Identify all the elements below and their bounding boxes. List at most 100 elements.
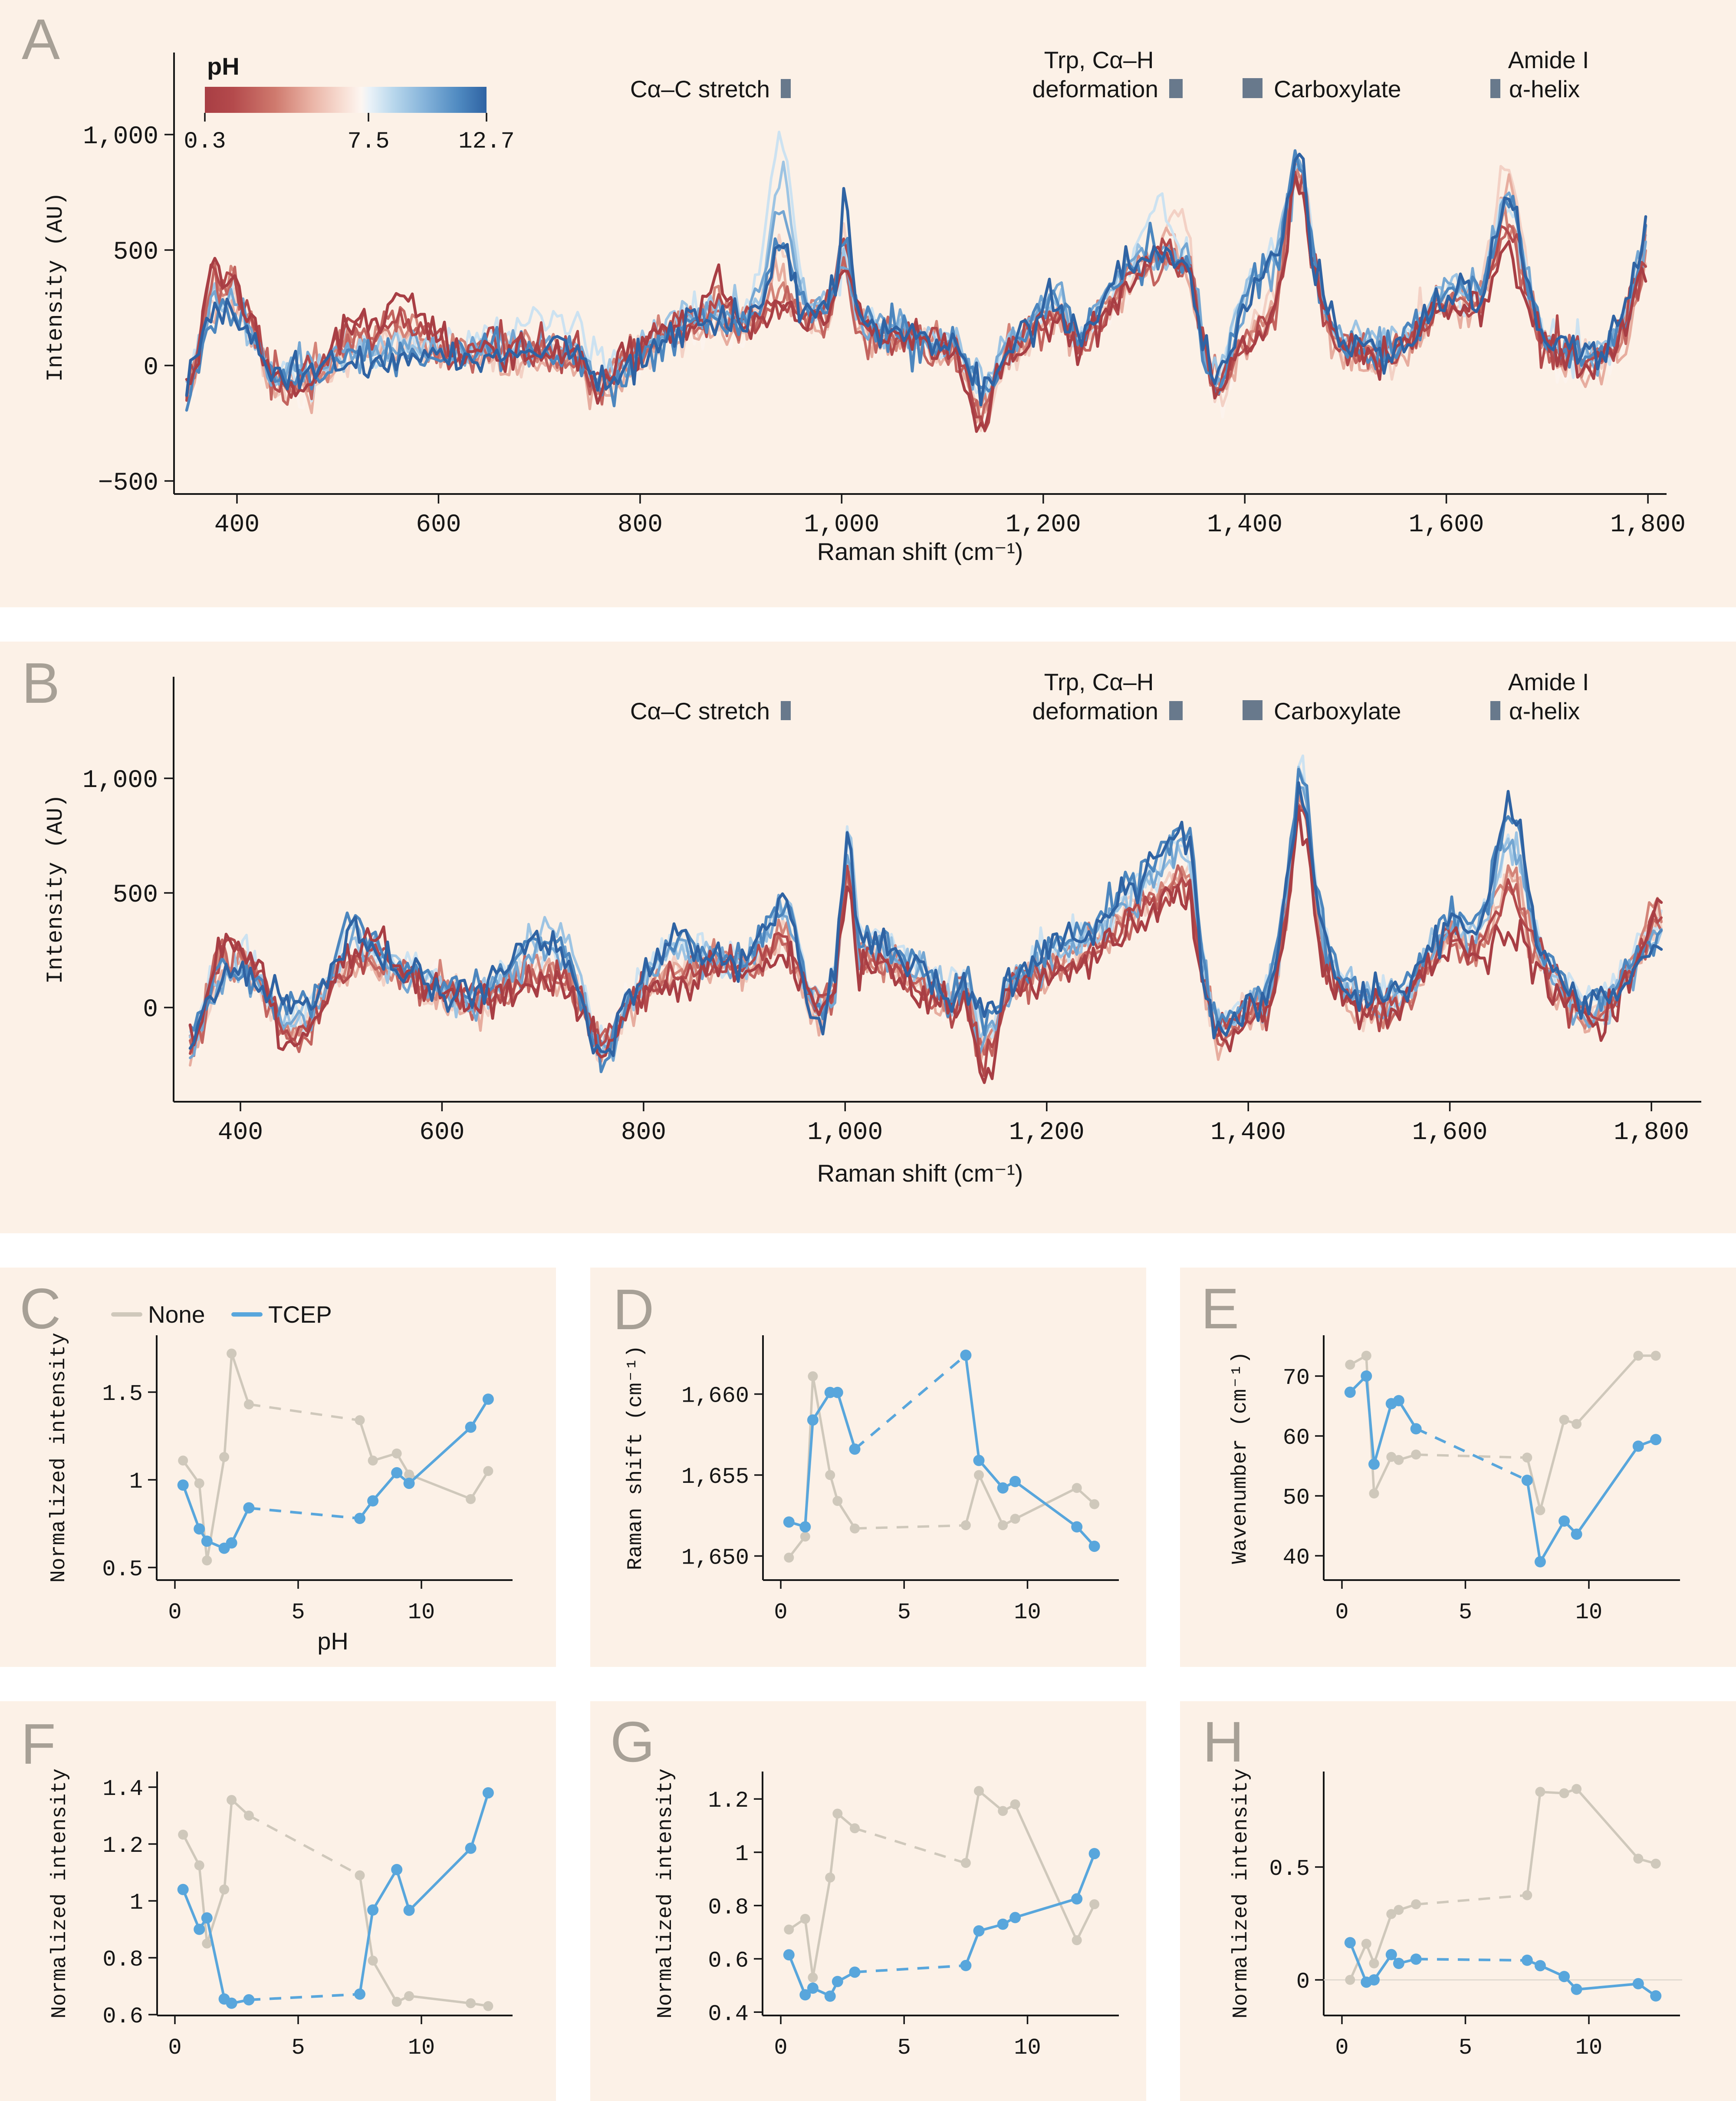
svg-text:Intensity (AU): Intensity (AU) [43,192,69,382]
svg-text:800: 800 [618,511,663,539]
svg-text:10: 10 [1014,2035,1041,2061]
svg-text:deformation: deformation [1032,76,1158,102]
svg-text:5: 5 [1459,1600,1472,1625]
svg-text:Intensity (AU): Intensity (AU) [43,794,69,984]
svg-text:deformation: deformation [1032,698,1158,724]
svg-text:1,655: 1,655 [681,1464,749,1490]
svg-text:0: 0 [1335,1600,1348,1625]
svg-text:G: G [610,1710,655,1774]
svg-text:0: 0 [1335,2035,1348,2061]
svg-text:0.5: 0.5 [102,1557,143,1582]
svg-text:1: 1 [130,1890,143,1916]
svg-text:H: H [1203,1710,1244,1774]
svg-text:1,800: 1,800 [1610,511,1686,539]
svg-text:Carboxylate: Carboxylate [1274,698,1401,724]
svg-text:1,400: 1,400 [1207,511,1282,539]
svg-text:10: 10 [1575,2035,1602,2061]
svg-text:Carboxylate: Carboxylate [1274,76,1401,102]
svg-text:1,000: 1,000 [807,1119,883,1147]
svg-text:α-helix: α-helix [1509,76,1580,102]
svg-text:0: 0 [143,996,158,1024]
svg-text:Normalized intensity: Normalized intensity [47,1333,71,1583]
svg-text:Normalized intensity: Normalized intensity [654,1768,677,2019]
svg-text:600: 600 [416,511,461,539]
svg-text:1.4: 1.4 [102,1776,143,1802]
svg-text:60: 60 [1283,1425,1310,1451]
svg-text:Normalized intensity: Normalized intensity [1230,1768,1253,2019]
svg-text:Trp, Cα–H: Trp, Cα–H [1044,668,1154,695]
svg-text:pH: pH [207,53,240,80]
svg-text:1,600: 1,600 [1409,511,1484,539]
svg-text:Amide I: Amide I [1508,668,1589,695]
svg-text:B: B [22,651,60,715]
svg-text:1,650: 1,650 [681,1545,749,1571]
svg-text:10: 10 [1014,1600,1041,1625]
svg-text:Cα–C stretch: Cα–C stretch [630,698,770,724]
svg-text:5: 5 [291,2035,305,2061]
svg-text:1.5: 1.5 [102,1381,143,1407]
svg-text:0: 0 [168,2035,181,2061]
svg-text:0.3: 0.3 [184,128,226,155]
svg-text:12.7: 12.7 [458,128,515,155]
svg-text:1: 1 [735,1841,749,1867]
svg-text:Normalized intensity: Normalized intensity [48,1768,72,2019]
svg-text:40: 40 [1283,1545,1310,1571]
svg-text:A: A [22,7,60,71]
svg-text:10: 10 [1575,1600,1602,1625]
svg-text:1,660: 1,660 [681,1383,749,1409]
svg-text:1,000: 1,000 [83,123,158,151]
svg-text:10: 10 [408,1600,435,1625]
svg-text:0.6: 0.6 [102,2004,143,2029]
svg-text:0: 0 [1296,1969,1310,1995]
svg-text:Cα–C stretch: Cα–C stretch [630,76,770,102]
svg-text:0.4: 0.4 [708,2001,749,2027]
svg-text:Raman shift (cm⁻¹): Raman shift (cm⁻¹) [624,1345,648,1571]
svg-text:400: 400 [214,511,260,539]
svg-text:400: 400 [218,1119,263,1147]
svg-text:1.2: 1.2 [102,1833,143,1859]
svg-text:1,200: 1,200 [1009,1119,1085,1147]
svg-text:800: 800 [621,1119,666,1147]
svg-text:TCEP: TCEP [268,1301,332,1328]
svg-text:1,600: 1,600 [1412,1119,1488,1147]
svg-text:−500: −500 [98,469,158,497]
svg-text:D: D [613,1278,654,1341]
svg-text:Wavenumber (cm⁻¹): Wavenumber (cm⁻¹) [1229,1351,1252,1564]
svg-text:0.5: 0.5 [1269,1856,1310,1882]
svg-text:0: 0 [774,2035,787,2061]
svg-text:1: 1 [129,1469,143,1495]
svg-text:1,000: 1,000 [804,511,879,539]
svg-text:0.8: 0.8 [102,1947,143,1973]
svg-text:0: 0 [143,354,158,382]
svg-text:Amide I: Amide I [1508,46,1589,73]
svg-text:Raman shift (cm⁻¹): Raman shift (cm⁻¹) [817,538,1023,565]
svg-text:None: None [148,1301,205,1328]
svg-text:E: E [1201,1277,1239,1340]
svg-text:70: 70 [1283,1365,1310,1391]
svg-text:500: 500 [113,238,158,267]
svg-text:0: 0 [168,1600,181,1625]
svg-text:0.8: 0.8 [708,1895,749,1920]
svg-text:α-helix: α-helix [1509,698,1580,724]
svg-text:Trp, Cα–H: Trp, Cα–H [1044,46,1154,73]
svg-text:Raman shift (cm⁻¹): Raman shift (cm⁻¹) [817,1159,1023,1187]
svg-text:1,800: 1,800 [1614,1119,1689,1147]
svg-text:1.2: 1.2 [708,1788,749,1814]
svg-text:0.6: 0.6 [708,1948,749,1974]
svg-text:0: 0 [774,1600,787,1625]
svg-text:5: 5 [898,2035,911,2061]
svg-text:F: F [21,1712,56,1776]
svg-text:pH: pH [317,1627,349,1655]
svg-text:5: 5 [1459,2035,1472,2061]
svg-text:10: 10 [408,2035,435,2061]
svg-text:500: 500 [113,881,158,909]
svg-text:50: 50 [1283,1485,1310,1511]
svg-text:7.5: 7.5 [347,128,389,155]
svg-text:C: C [20,1277,61,1340]
svg-text:1,400: 1,400 [1210,1119,1286,1147]
svg-text:5: 5 [898,1600,911,1625]
svg-text:5: 5 [291,1600,305,1625]
svg-text:1,000: 1,000 [82,767,158,795]
svg-text:600: 600 [419,1119,464,1147]
svg-text:1,200: 1,200 [1006,511,1081,539]
